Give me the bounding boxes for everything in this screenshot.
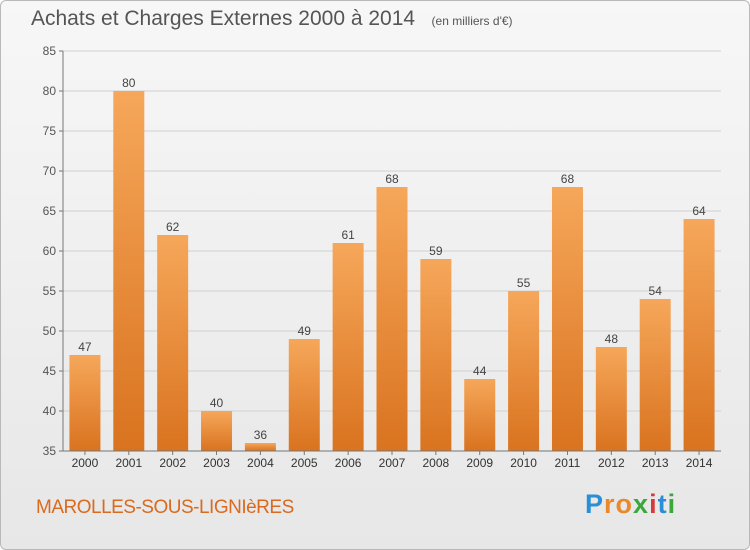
axes: [59, 50, 721, 455]
bar: [639, 299, 671, 451]
bar: [420, 259, 452, 451]
data-label: 54: [649, 284, 663, 298]
x-tick-label: 2011: [555, 456, 581, 470]
bar: [376, 187, 408, 451]
data-label: 61: [341, 228, 355, 242]
x-tick-label: 2002: [159, 456, 186, 470]
y-tick-label: 45: [43, 364, 57, 378]
data-label: 40: [210, 396, 224, 410]
x-tick-label: 2004: [247, 456, 274, 470]
bar: [508, 291, 540, 451]
x-tick-label: 2005: [291, 456, 318, 470]
bar: [332, 243, 364, 451]
data-label: 49: [298, 324, 312, 338]
y-tick-label: 85: [43, 44, 57, 58]
data-label: 36: [254, 428, 268, 442]
logo-letter: P: [585, 489, 605, 519]
proxiti-logo: Proxiti: [585, 489, 676, 520]
bar: [288, 339, 320, 451]
y-tick-label: 70: [43, 164, 57, 178]
bar: [244, 443, 276, 451]
bar: [201, 411, 233, 451]
y-tick-label: 80: [43, 84, 57, 98]
y-tick-label: 75: [43, 124, 57, 138]
logo-letter: i: [667, 489, 677, 519]
chart-subtitle: (en milliers d'€): [431, 14, 513, 28]
x-tick-label: 2006: [335, 456, 362, 470]
y-tick-label: 60: [43, 244, 57, 258]
y-tick-label: 65: [43, 204, 57, 218]
bar: [551, 187, 583, 451]
bar: [464, 379, 496, 451]
logo-letter: o: [615, 489, 634, 519]
x-tick-label: 2001: [115, 456, 142, 470]
logo-letter: i: [649, 489, 658, 519]
commune-name: MAROLLES-SOUS-LIGNIèRES: [36, 497, 294, 518]
data-label: 55: [517, 276, 531, 290]
x-tick-label: 2014: [686, 456, 713, 470]
logo-letter: x: [633, 489, 650, 519]
bar: [595, 347, 627, 451]
data-label: 47: [78, 340, 92, 354]
y-tick-label: 50: [43, 324, 57, 338]
bars: [69, 91, 715, 451]
x-tick-label: 2009: [466, 456, 493, 470]
title-row: Achats et Charges Externes 2000 à 2014 (…: [31, 7, 513, 31]
logo-letter: r: [604, 489, 616, 519]
data-label: 64: [692, 204, 706, 218]
logo-letter: t: [657, 489, 668, 519]
data-label: 59: [429, 244, 443, 258]
x-tick-label: 2008: [423, 456, 450, 470]
y-tick-label: 55: [43, 284, 57, 298]
x-tick-label: 2012: [598, 456, 625, 470]
bar: [69, 355, 101, 451]
bar: [157, 235, 189, 451]
y-tick-label: 35: [43, 444, 57, 458]
data-label: 48: [605, 332, 619, 346]
bar: [113, 91, 145, 451]
labels: 35 40 45 50 55 60 65 70 75 80 85 47 2000 80 2001 62 2002…: [43, 44, 713, 470]
data-label: 68: [561, 172, 575, 186]
bar: [683, 219, 715, 451]
x-tick-label: 2013: [642, 456, 669, 470]
data-label: 62: [166, 220, 180, 234]
x-tick-label: 2003: [203, 456, 230, 470]
x-tick-label: 2010: [510, 456, 537, 470]
data-label: 44: [473, 364, 487, 378]
x-tick-label: 2000: [72, 456, 99, 470]
data-label: 68: [385, 172, 399, 186]
y-tick-label: 40: [43, 404, 57, 418]
data-label: 80: [122, 76, 136, 90]
chart-title: Achats et Charges Externes 2000 à 2014: [31, 7, 416, 30]
x-tick-label: 2007: [379, 456, 406, 470]
